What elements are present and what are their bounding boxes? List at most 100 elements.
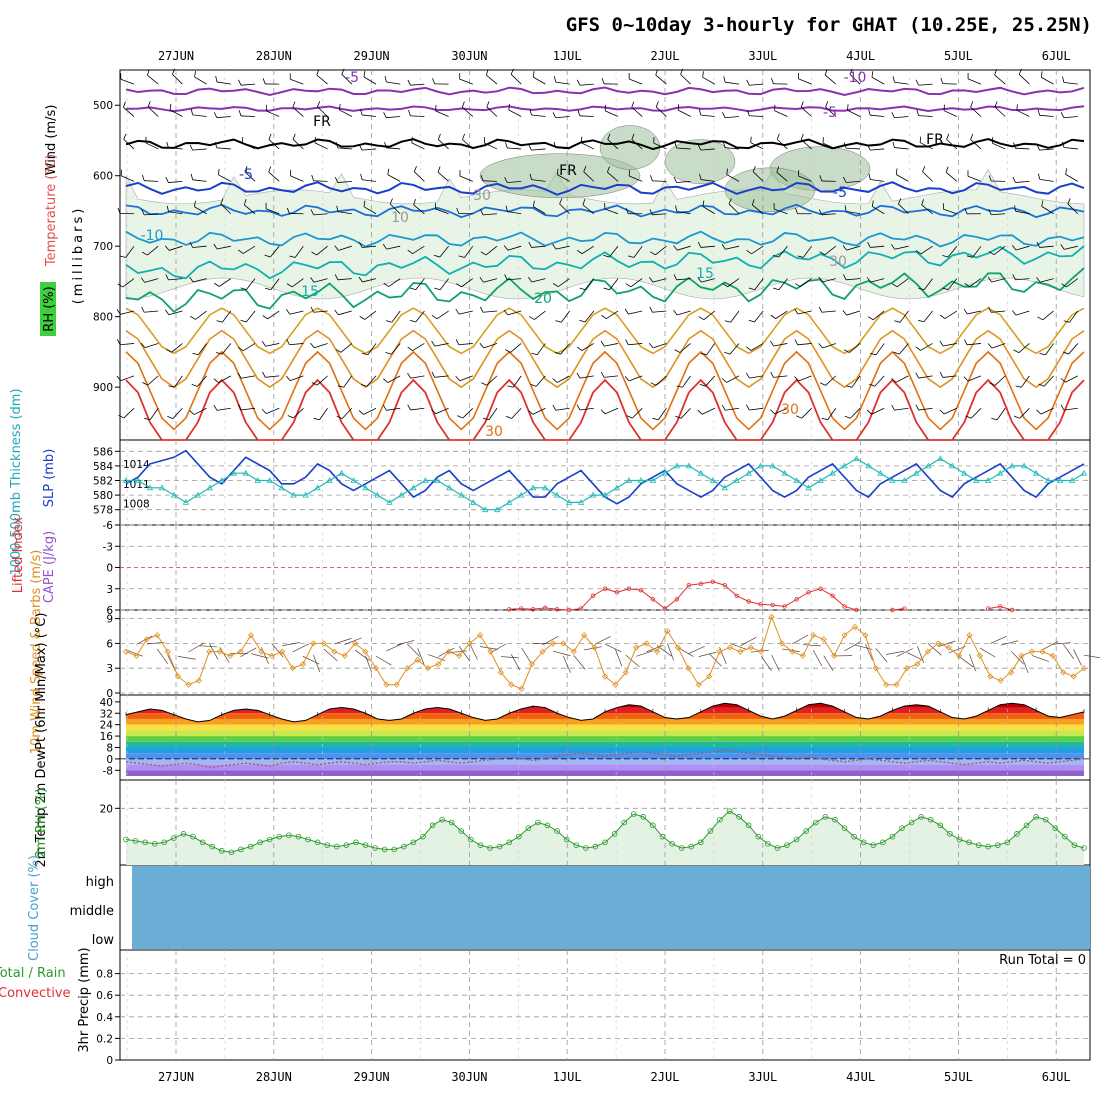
wind10m-point: [1008, 669, 1015, 676]
wind-barb: [750, 343, 764, 351]
thickness-point: [901, 477, 908, 483]
upper-temp-label: Temperature (°C): [44, 154, 59, 267]
wind-barb: [532, 407, 546, 415]
contour-label: -5: [833, 185, 847, 201]
wind-barb: [874, 375, 885, 387]
wind10m-point: [1039, 648, 1046, 655]
wind-barb-flag: [946, 133, 950, 140]
wind-barb-flag: [214, 142, 218, 149]
thickness-point: [386, 499, 393, 505]
wind-barb-flag: [189, 144, 194, 151]
wind-barb: [411, 142, 425, 150]
wind-barb: [120, 78, 135, 85]
wind-barb: [967, 175, 982, 182]
wind-barb-flag: [965, 415, 972, 419]
wind-barb: [412, 245, 425, 255]
wind-barb: [894, 116, 909, 119]
rh2m-point: [180, 831, 187, 837]
wind-barb-flag: [407, 249, 413, 254]
wind-barb-flag: [359, 144, 363, 151]
thickness-tick-label: 584: [93, 461, 113, 473]
wind-barb-flag: [677, 104, 680, 111]
wind-barb-flag: [1038, 383, 1045, 387]
wind-barb: [970, 408, 982, 419]
wind-barb-flag: [268, 166, 272, 173]
wind-barb-flag: [117, 207, 121, 214]
thickness-tick-label: 586: [93, 446, 113, 458]
wind-barb-flag: [892, 141, 895, 148]
rh2m-point: [745, 822, 752, 829]
lifted-index-point: [614, 590, 620, 595]
wind-barb-flag: [479, 277, 484, 283]
rh2m-point: [774, 845, 781, 851]
wind-barb-flag: [334, 274, 339, 281]
wind10m-barb: [292, 643, 309, 653]
wind-barb-flag: [655, 69, 659, 76]
wind-barb: [947, 245, 958, 258]
wind-barb-flag: [387, 168, 389, 175]
wind-barb-flag: [648, 343, 654, 349]
wind-barb-flag: [673, 245, 678, 251]
wind10m-barb: [917, 646, 925, 664]
wind-barb: [439, 278, 449, 291]
lifted-index-point: [794, 597, 799, 602]
wind-barb: [700, 114, 715, 117]
wind-barb: [752, 171, 764, 182]
thickness-point: [721, 484, 728, 491]
contour-label: -5: [823, 105, 837, 121]
wind-barb-flag: [821, 417, 828, 421]
wind-barb-flag: [577, 109, 581, 116]
wind10m-barb: [886, 650, 904, 655]
wind-barb: [846, 245, 861, 251]
wind-barb: [316, 74, 328, 85]
thickness-point: [434, 477, 441, 483]
wind-barb-flag: [504, 176, 508, 183]
wind-barb: [800, 139, 812, 150]
wind-barb-flag: [942, 255, 949, 258]
rh2m-point: [286, 832, 292, 839]
wind-barb-flag: [264, 254, 271, 258]
rh2m-point: [266, 836, 273, 843]
wind-barb: [439, 245, 449, 258]
wind-barb: [991, 278, 1006, 283]
wind-barb-flag: [697, 241, 702, 248]
thickness-point: [829, 469, 836, 476]
wind-barb-flag: [607, 166, 610, 173]
wind-barb: [244, 171, 256, 182]
wind-barb: [219, 278, 232, 287]
wind-barb: [293, 407, 304, 419]
wind-barb-flag: [334, 245, 339, 251]
wind-barb: [144, 343, 159, 349]
rh2m-point: [439, 816, 445, 823]
rh2m-point: [755, 833, 762, 840]
lifted-index-line: [988, 605, 1013, 611]
wind-barb: [1043, 375, 1054, 387]
wind-barb: [872, 310, 885, 321]
wind-barb-flag: [1060, 377, 1066, 383]
wind-barb-flag: [164, 245, 170, 251]
wind10m-barb: [948, 646, 966, 654]
wind-barb: [533, 206, 546, 215]
wind10m-point: [831, 652, 838, 659]
wind-barb-flag: [680, 68, 684, 75]
wind-barb: [918, 115, 933, 117]
wind-barb-flag: [1012, 274, 1016, 281]
wind-barb: [194, 206, 207, 215]
temp-band: [126, 718, 1084, 725]
wind-barb: [241, 375, 256, 379]
wind-barb: [629, 78, 643, 85]
wind10m-barb: [906, 652, 924, 661]
thickness-point: [290, 491, 297, 498]
date-label-bottom: 28JUN: [256, 1070, 292, 1084]
wind-barb: [1041, 206, 1054, 215]
rh2m-point: [1023, 822, 1030, 829]
wind-barb: [171, 343, 183, 353]
rh2m-point: [142, 839, 148, 846]
wind10m-point: [352, 640, 359, 647]
rh2m-point: [1062, 833, 1068, 840]
date-label-top: 30JUN: [451, 49, 487, 63]
wind-barb: [584, 310, 595, 323]
wind-barb: [875, 343, 885, 356]
wind-barb: [1021, 375, 1030, 388]
